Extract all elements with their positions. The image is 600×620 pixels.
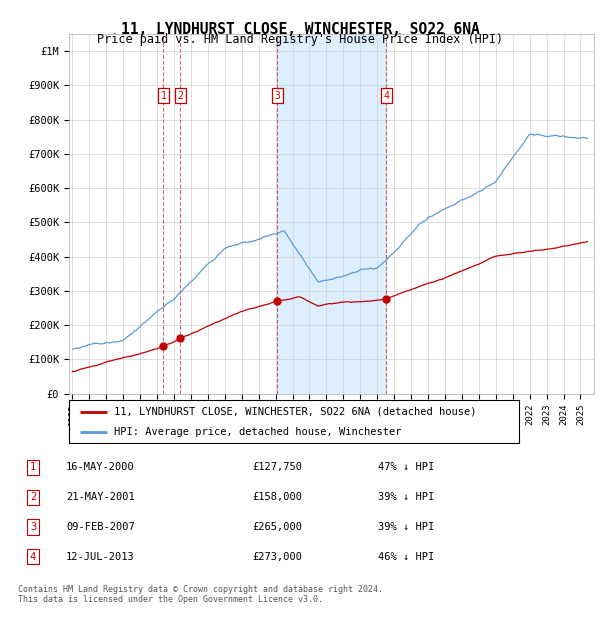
Text: 3: 3 <box>30 522 36 532</box>
Text: 39% ↓ HPI: 39% ↓ HPI <box>378 492 434 502</box>
Text: £127,750: £127,750 <box>252 463 302 472</box>
Text: 1: 1 <box>30 463 36 472</box>
Text: Price paid vs. HM Land Registry's House Price Index (HPI): Price paid vs. HM Land Registry's House … <box>97 33 503 46</box>
Text: £158,000: £158,000 <box>252 492 302 502</box>
Text: Contains HM Land Registry data © Crown copyright and database right 2024.
This d: Contains HM Land Registry data © Crown c… <box>18 585 383 604</box>
Text: 39% ↓ HPI: 39% ↓ HPI <box>378 522 434 532</box>
Text: 46% ↓ HPI: 46% ↓ HPI <box>378 552 434 562</box>
Text: 12-JUL-2013: 12-JUL-2013 <box>66 552 135 562</box>
Text: HPI: Average price, detached house, Winchester: HPI: Average price, detached house, Winc… <box>114 427 401 436</box>
Bar <box>277 34 386 394</box>
Text: 1: 1 <box>160 91 166 100</box>
Text: 09-FEB-2007: 09-FEB-2007 <box>66 522 135 532</box>
Text: 11, LYNDHURST CLOSE, WINCHESTER, SO22 6NA (detached house): 11, LYNDHURST CLOSE, WINCHESTER, SO22 6N… <box>114 407 476 417</box>
Text: 2: 2 <box>30 492 36 502</box>
Text: 4: 4 <box>30 552 36 562</box>
Text: £265,000: £265,000 <box>252 522 302 532</box>
Text: 47% ↓ HPI: 47% ↓ HPI <box>378 463 434 472</box>
Text: 16-MAY-2000: 16-MAY-2000 <box>66 463 135 472</box>
Text: 4: 4 <box>383 91 389 100</box>
Text: 2: 2 <box>178 91 184 100</box>
Text: £273,000: £273,000 <box>252 552 302 562</box>
Text: 21-MAY-2001: 21-MAY-2001 <box>66 492 135 502</box>
Text: 3: 3 <box>275 91 280 100</box>
Text: 11, LYNDHURST CLOSE, WINCHESTER, SO22 6NA: 11, LYNDHURST CLOSE, WINCHESTER, SO22 6N… <box>121 22 479 37</box>
